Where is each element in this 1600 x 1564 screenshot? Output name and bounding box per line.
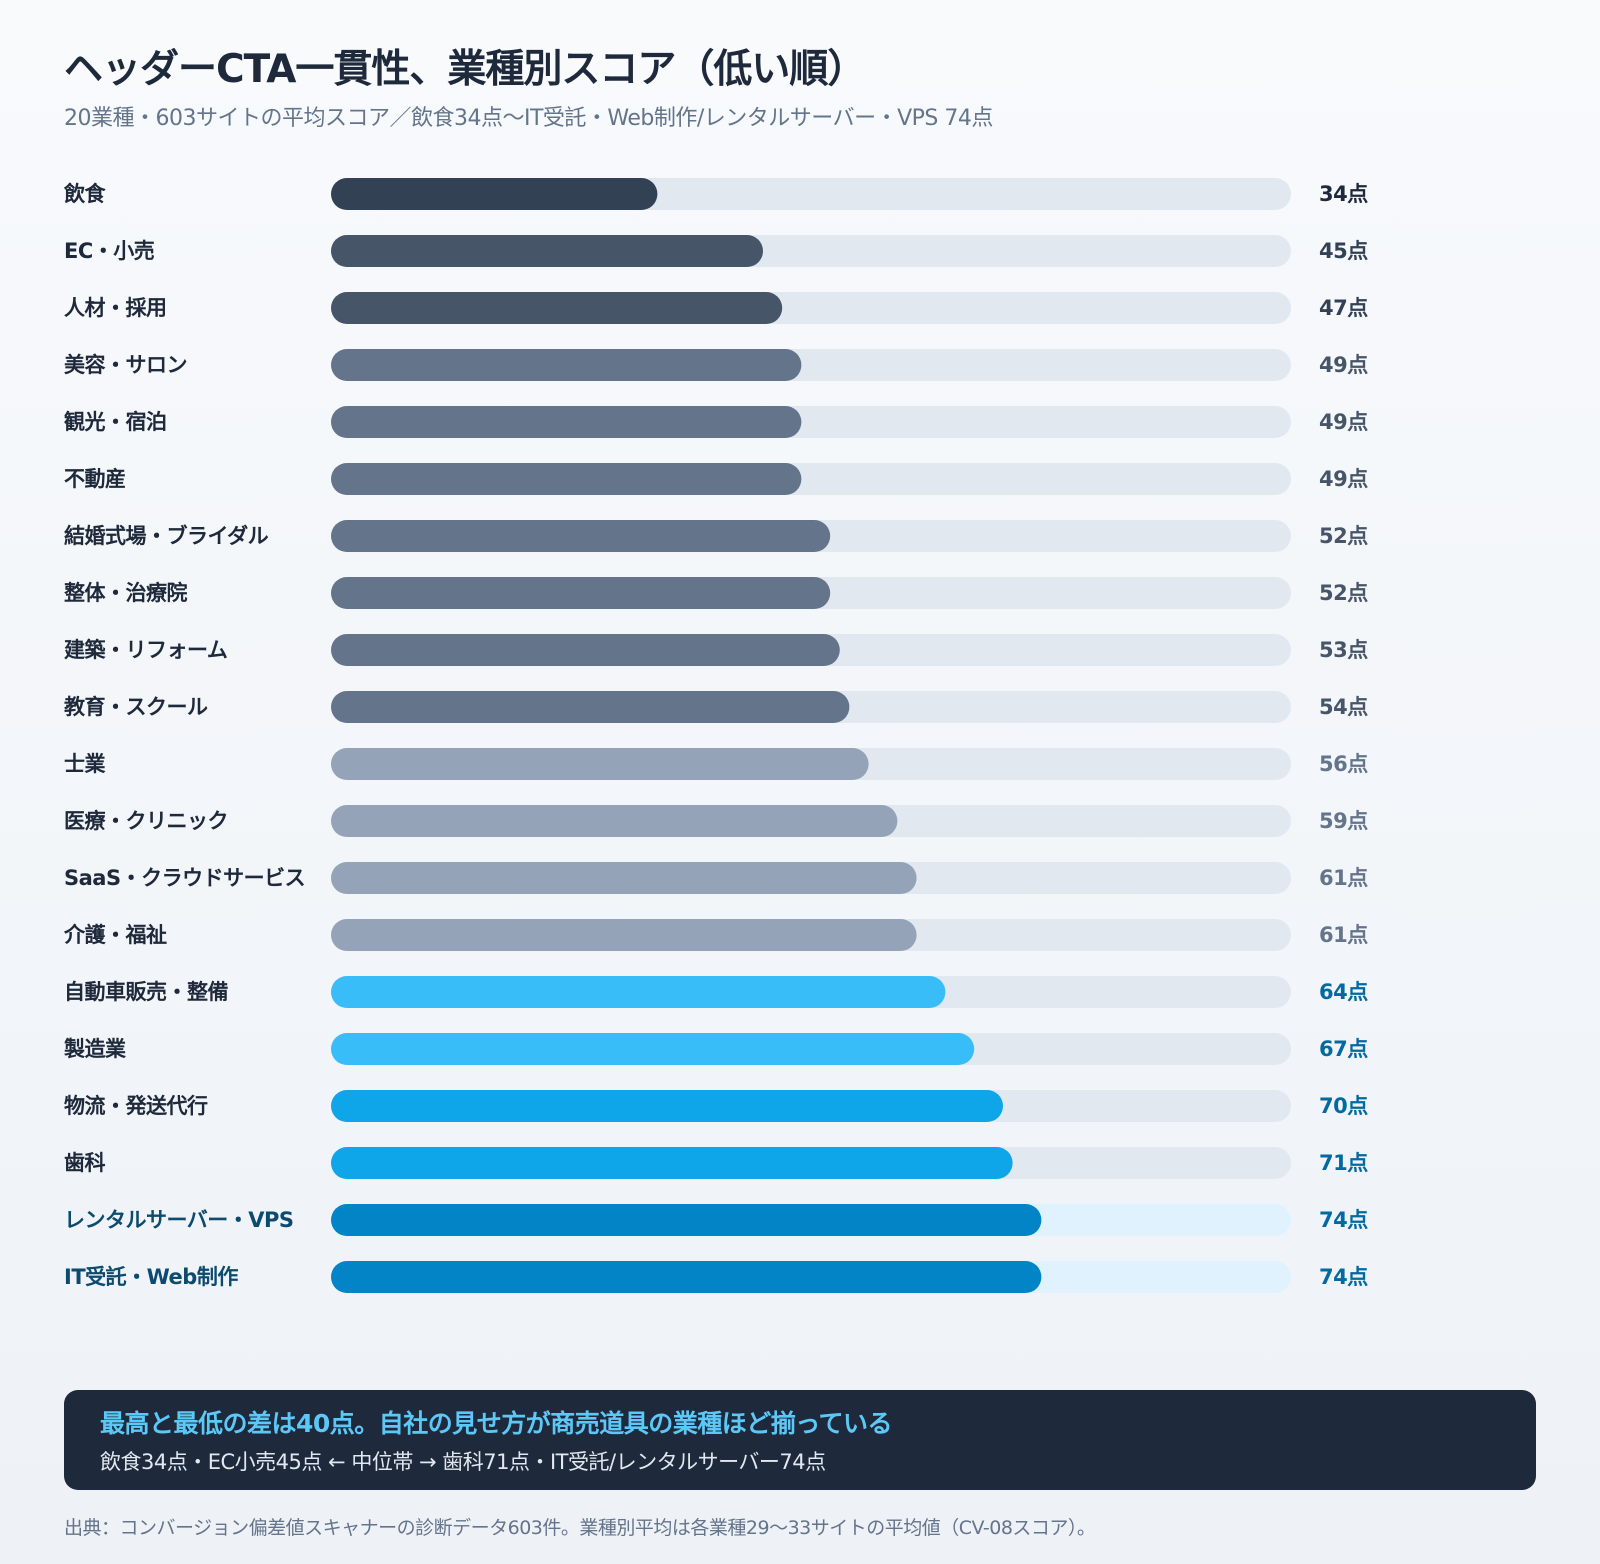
value-label: 47点 <box>1319 296 1368 320</box>
value-label: 74点 <box>1319 1208 1368 1232</box>
value-label: 45点 <box>1319 239 1368 263</box>
bar <box>331 748 869 780</box>
bar <box>331 1261 1042 1293</box>
category-label: 飲食 <box>63 182 106 206</box>
value-label: 64点 <box>1319 980 1368 1004</box>
category-label: 物流・発送代行 <box>64 1094 208 1118</box>
category-label: 歯科 <box>64 1151 105 1175</box>
value-label: 67点 <box>1319 1037 1368 1061</box>
value-label: 56点 <box>1319 752 1368 776</box>
category-label: EC・小売 <box>64 239 155 263</box>
value-label: 74点 <box>1319 1265 1368 1289</box>
bar <box>331 178 658 210</box>
bar <box>331 349 802 381</box>
value-label: 71点 <box>1319 1151 1368 1175</box>
value-label: 49点 <box>1319 410 1368 434</box>
category-label: 士業 <box>64 752 106 776</box>
category-label: IT受託・Web制作 <box>64 1265 238 1289</box>
value-label: 52点 <box>1319 524 1368 548</box>
category-label: 結婚式場・ブライダル <box>64 524 269 548</box>
value-label: 61点 <box>1319 923 1368 947</box>
bar <box>331 919 917 951</box>
chart-title: ヘッダーCTA一貫性、業種別スコア（低い順） <box>64 47 866 92</box>
category-label: 医療・クリニック <box>64 809 228 833</box>
category-label: 整体・治療院 <box>64 581 187 605</box>
bar <box>331 406 802 438</box>
insight-callout: 最高と最低の差は40点。自社の見せ方が商売道具の業種ほど揃っている 飲食34点・… <box>64 1390 1536 1490</box>
bar <box>331 463 802 495</box>
bar <box>331 1033 975 1065</box>
value-label: 61点 <box>1319 866 1368 890</box>
category-label: レンタルサーバー・VPS <box>64 1208 294 1232</box>
bar <box>331 691 850 723</box>
bar <box>331 520 831 552</box>
value-label: 70点 <box>1319 1094 1368 1118</box>
callout-body: 飲食34点・EC小売45点 ← 中位帯 → 歯科71点・IT受託/レンタルサーバ… <box>100 1450 826 1474</box>
category-label: 人材・採用 <box>64 296 167 320</box>
bar <box>331 976 946 1008</box>
category-label: 自動車販売・整備 <box>64 980 228 1004</box>
value-label: 54点 <box>1319 695 1368 719</box>
value-label: 34点 <box>1319 182 1368 206</box>
bar <box>331 1090 1003 1122</box>
source-footnote: 出典：コンバージョン偏差値スキャナーの診断データ603件。業種別平均は各業種29… <box>64 1517 1096 1539</box>
callout-title: 最高と最低の差は40点。自社の見せ方が商売道具の業種ほど揃っている <box>100 1409 893 1438</box>
category-label: 介護・福祉 <box>63 923 167 947</box>
bar <box>331 235 763 267</box>
category-label: 教育・スクール <box>64 695 208 719</box>
chart-subtitle: 20業種・603サイトの平均スコア／飲食34点〜IT受託・Web制作/レンタルサ… <box>64 106 993 131</box>
bar <box>331 805 898 837</box>
bar <box>331 634 840 666</box>
value-label: 49点 <box>1319 467 1368 491</box>
bar <box>331 862 917 894</box>
bar <box>331 1204 1042 1236</box>
bar <box>331 1147 1013 1179</box>
value-label: 52点 <box>1319 581 1368 605</box>
value-label: 59点 <box>1319 809 1368 833</box>
value-label: 49点 <box>1319 353 1368 377</box>
bar <box>331 292 783 324</box>
category-label: SaaS・クラウドサービス <box>64 866 305 890</box>
category-label: 建築・リフォーム <box>64 638 228 662</box>
category-label: 観光・宿泊 <box>64 410 167 434</box>
category-label: 美容・サロン <box>64 353 187 377</box>
category-label: 不動産 <box>64 467 126 491</box>
category-label: 製造業 <box>63 1037 127 1061</box>
value-label: 53点 <box>1319 638 1368 662</box>
bar <box>331 577 831 609</box>
